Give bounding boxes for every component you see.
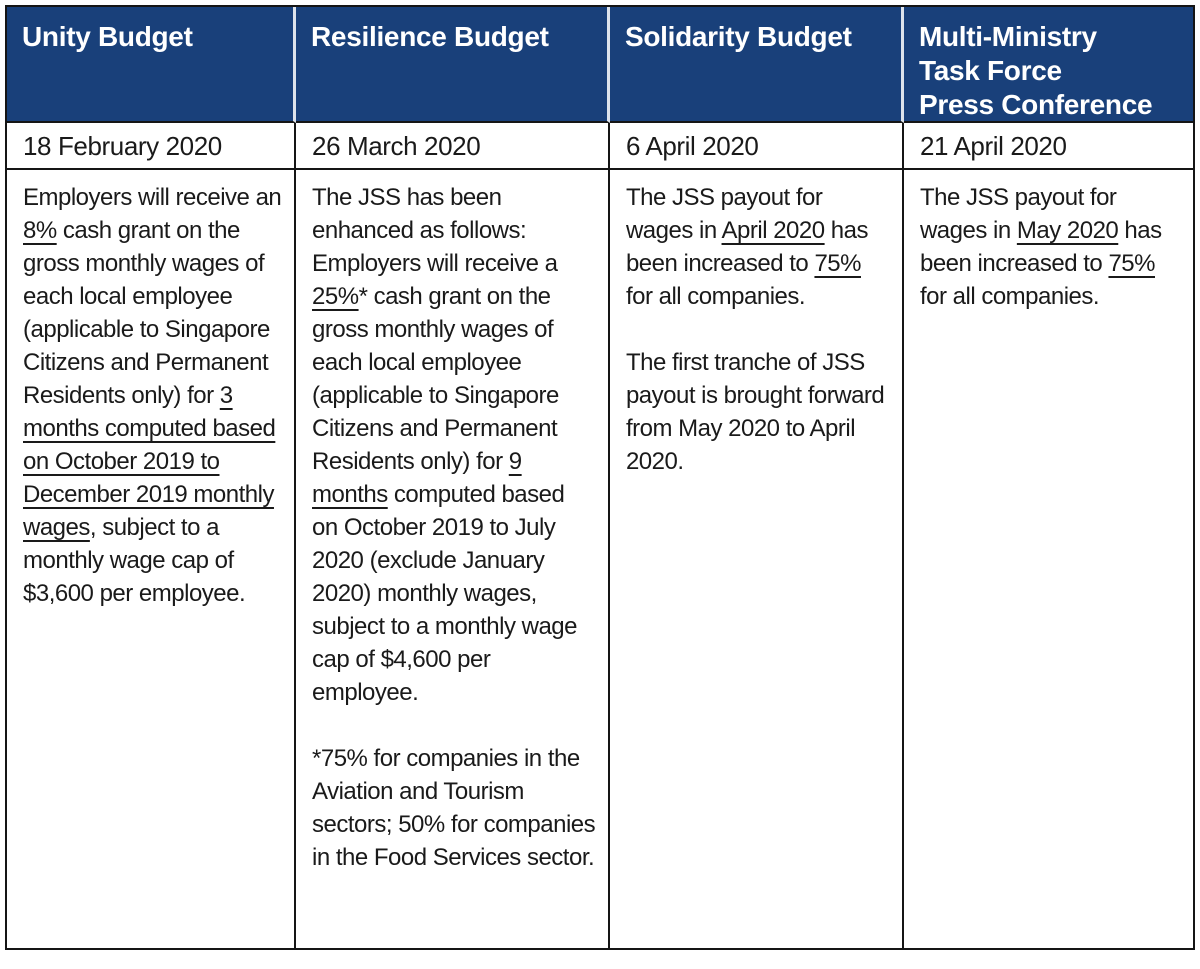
paragraph: Employers will receive an 8% cash grant … (23, 184, 282, 607)
header-cell-multi-ministry: Multi-Ministry Task Force Press Conferen… (903, 7, 1193, 123)
paragraph: *75% for companies in the Aviation and T… (312, 745, 596, 871)
header-cell-unity-budget: Unity Budget (7, 7, 297, 123)
body-cell-solidarity-budget: The JSS payout for wages in April 2020 h… (609, 170, 904, 948)
date-cell-multi-ministry: 21 April 2020 (903, 123, 1193, 170)
body-cell-resilience-budget: The JSS has been enhanced as follows: Em… (296, 170, 610, 948)
paragraph: The JSS has been enhanced as follows: Em… (312, 184, 578, 706)
paragraph: The JSS payout for wages in April 2020 h… (625, 184, 869, 310)
date-cell-resilience-budget: 26 March 2020 (296, 123, 610, 170)
jss-timeline-table: Unity Budget Resilience Budget Solidarit… (5, 5, 1195, 950)
body-cell-unity-budget: Employers will receive an 8% cash grant … (7, 170, 297, 948)
paragraph: The JSS payout for wages in May 2020 has… (919, 184, 1162, 310)
body-cell-multi-ministry: The JSS payout for wages in May 2020 has… (903, 170, 1193, 948)
header-cell-resilience-budget: Resilience Budget (296, 7, 610, 123)
header-cell-solidarity-budget: Solidarity Budget (609, 7, 904, 123)
paragraph: The first tranche of JSS payout is broug… (625, 349, 885, 475)
date-cell-solidarity-budget: 6 April 2020 (609, 123, 904, 170)
date-cell-unity-budget: 18 February 2020 (7, 123, 297, 170)
